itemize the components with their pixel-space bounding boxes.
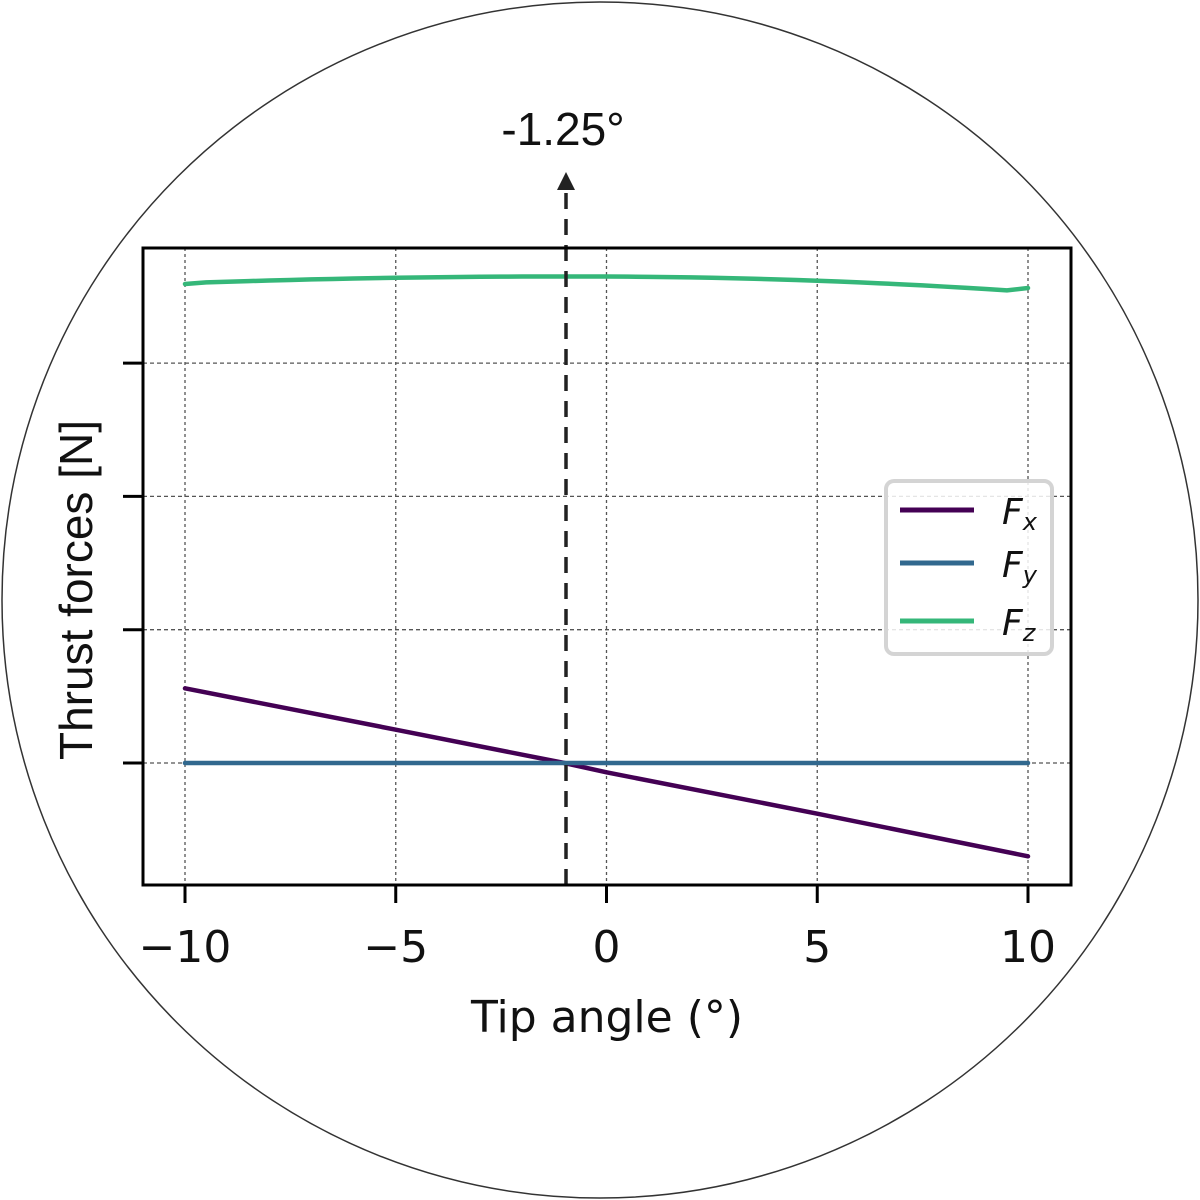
x-tick-label: 10: [1000, 922, 1056, 973]
grid-lines: [143, 248, 1071, 885]
data-series: [182, 274, 1031, 859]
series-line-fz: [182, 274, 1031, 293]
x-axis-label: Tip angle (°): [470, 992, 743, 1043]
legend-label: Fz: [1002, 603, 1037, 647]
arrow-up-icon: [557, 172, 575, 190]
annotation-vline: [557, 172, 575, 885]
legend-box: [884, 479, 1054, 656]
legend-label: Fy: [1002, 545, 1038, 589]
x-tick-label: 0: [593, 922, 621, 973]
y-axis-label: Thrust forces [N]: [50, 420, 102, 760]
x-tick-label: −10: [139, 922, 232, 973]
series-line-fx: [182, 686, 1031, 859]
annotation-label: -1.25°: [501, 103, 624, 155]
x-tick-label: −5: [363, 922, 428, 973]
axis-ticks: −10 −5 0 5 10: [123, 361, 1056, 973]
x-tick-label: 5: [803, 922, 831, 973]
legend: Fx Fy Fz: [884, 479, 1054, 656]
legend-label: Fx: [1002, 492, 1038, 536]
